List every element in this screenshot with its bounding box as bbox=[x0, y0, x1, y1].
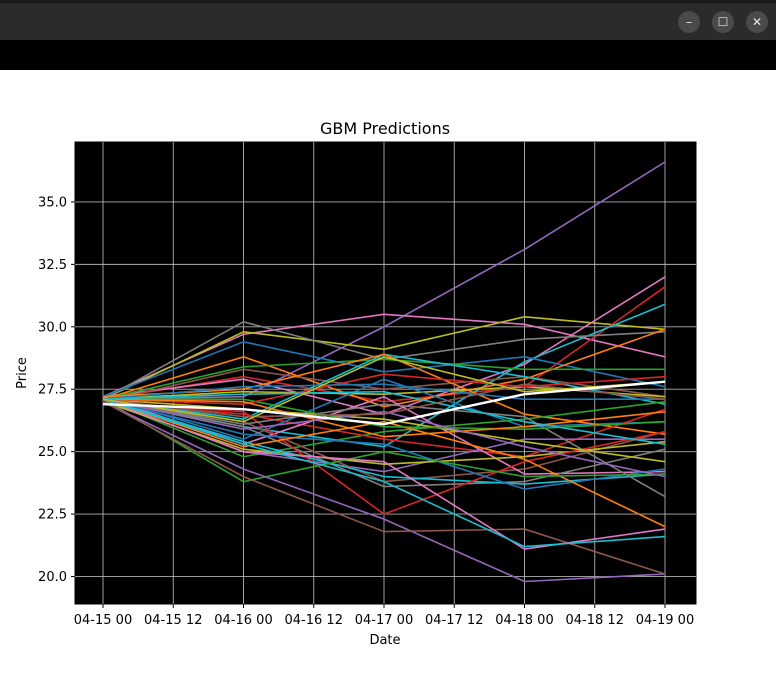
series-line-31 bbox=[102, 398, 666, 550]
series-line-4 bbox=[102, 286, 666, 403]
y-tick-label: 30.0 bbox=[38, 320, 67, 335]
series-line-16 bbox=[102, 353, 666, 435]
window-titlebar: – ☐ ✕ bbox=[0, 0, 776, 40]
series-line-1 bbox=[102, 161, 666, 400]
series-line-28 bbox=[102, 398, 666, 483]
series-line-36 bbox=[102, 373, 666, 406]
chart-title: GBM Predictions bbox=[320, 119, 450, 138]
minimize-button[interactable]: – bbox=[678, 11, 700, 33]
x-tick-label: 04-16 00 bbox=[214, 613, 272, 628]
maximize-button[interactable]: ☐ bbox=[712, 11, 734, 33]
series-line-42 bbox=[102, 355, 666, 423]
close-button[interactable]: ✕ bbox=[746, 11, 768, 33]
x-tick-label: 04-15 12 bbox=[144, 613, 202, 628]
series-line-37 bbox=[102, 383, 665, 401]
series-line-17 bbox=[102, 398, 666, 458]
series-line-40 bbox=[102, 398, 666, 478]
series-line-27 bbox=[102, 398, 666, 528]
series-line-12 bbox=[102, 380, 666, 426]
x-tick-label: 04-18 12 bbox=[566, 613, 624, 628]
y-tick-label: 25.0 bbox=[38, 445, 67, 460]
plot-background bbox=[74, 141, 697, 605]
series-line-18 bbox=[102, 400, 666, 458]
x-axis-label: Date bbox=[369, 633, 400, 648]
series-line-15 bbox=[102, 378, 666, 441]
series-line-10 bbox=[102, 358, 665, 400]
y-tick-label: 20.0 bbox=[38, 570, 67, 585]
series-line-39 bbox=[102, 390, 666, 445]
series-line-35 bbox=[103, 398, 666, 431]
x-tick-label: 04-17 00 bbox=[355, 613, 413, 628]
grid bbox=[75, 142, 696, 604]
y-tick-label: 27.5 bbox=[38, 383, 67, 398]
window-toolbar bbox=[0, 40, 776, 70]
gbm-chart: GBM Predictions 04-15 00 04-15 12 04-16 00… bbox=[15, 119, 697, 648]
series-line-8 bbox=[102, 340, 666, 398]
x-tick-label: 04-16 12 bbox=[285, 613, 343, 628]
y-tick-label: 35.0 bbox=[38, 195, 67, 210]
y-tick-label: 32.5 bbox=[38, 258, 67, 273]
series-line-34 bbox=[102, 398, 666, 463]
series-line-3 bbox=[102, 315, 666, 400]
series-line-22 bbox=[102, 398, 666, 488]
series-line-32 bbox=[102, 398, 666, 548]
y-axis-ticks: 20.0 22.5 25.0 27.5 30.0 32.5 35.0 bbox=[38, 195, 75, 585]
series-lines bbox=[102, 161, 666, 583]
series-line-33 bbox=[102, 398, 666, 498]
series-line-24 bbox=[102, 398, 666, 485]
x-tick-label: 04-17 12 bbox=[425, 613, 483, 628]
series-line-29 bbox=[102, 400, 666, 583]
x-tick-label: 04-18 00 bbox=[495, 613, 553, 628]
y-axis-label: Price bbox=[15, 357, 30, 389]
y-tick-label: 22.5 bbox=[38, 508, 67, 523]
series-line-38 bbox=[102, 398, 666, 438]
figure-canvas: GBM Predictions 04-15 00 04-15 12 04-16 00… bbox=[0, 70, 776, 670]
x-tick-label: 04-19 00 bbox=[636, 613, 694, 628]
series-line-9 bbox=[102, 328, 666, 408]
x-axis-ticks: 04-15 00 04-15 12 04-16 00 04-16 12 04-17 00… bbox=[74, 604, 694, 628]
x-tick-label: 04-15 00 bbox=[74, 613, 132, 628]
